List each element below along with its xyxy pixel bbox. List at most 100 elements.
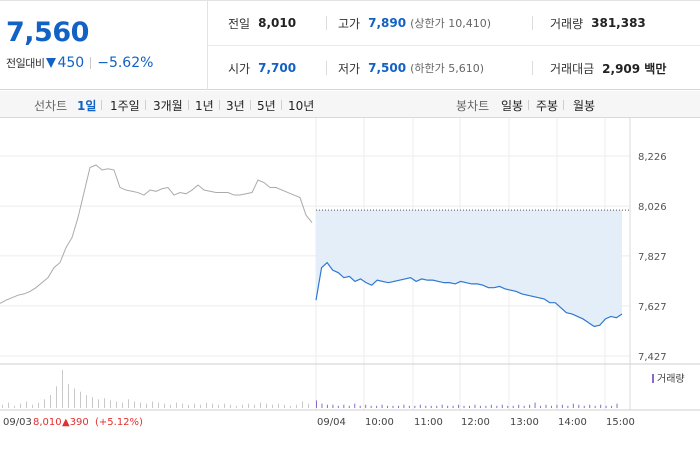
x-tick-label: 14:00 (558, 417, 587, 428)
volume-bar (441, 404, 443, 408)
down-triangle-icon (46, 58, 57, 68)
volume-bar (316, 400, 317, 408)
volume-bar (296, 404, 297, 408)
trade-value-value: 2,909 백만 (602, 61, 667, 76)
volume-bar (278, 403, 279, 408)
volume-bar (326, 404, 328, 408)
volume-bar (337, 405, 339, 408)
volume-bars (2, 370, 618, 408)
change-amount: 450 (57, 55, 85, 71)
volume-bar (381, 404, 383, 408)
volume-bar (128, 399, 129, 408)
volume-bar (140, 402, 141, 408)
volume-bar (74, 388, 75, 408)
y-axis-labels: 8,226 8,026 7,827 7,627 7,427 (638, 152, 667, 363)
volume-bar (463, 405, 465, 408)
volume-bar (248, 403, 249, 408)
open-value: 7,700 (258, 61, 297, 75)
divider (326, 16, 327, 30)
period-3m-button[interactable]: 3개월 (153, 99, 183, 113)
open-price: 시가 7,700 (228, 46, 296, 90)
x-axis-labels: 09/04 10:00 11:00 12:00 13:00 14:00 15:00 (317, 417, 635, 428)
divider (208, 45, 700, 46)
volume: 거래량 381,383 (550, 1, 646, 45)
volume-bar (308, 403, 309, 408)
today-area (316, 210, 622, 327)
volume-bar (370, 405, 372, 408)
period-3y-button[interactable]: 3년 (226, 99, 245, 113)
candle-daily-button[interactable]: 일봉 (501, 99, 524, 113)
high-price: 고가 7,890 (상한가 10,410) (338, 1, 491, 45)
volume-bar (447, 405, 449, 408)
volume-bar (550, 405, 552, 408)
volume-bar (507, 405, 509, 408)
volume-bar (512, 405, 514, 408)
period-1d-button[interactable]: 1일 (77, 99, 97, 113)
volume-bar (545, 404, 547, 408)
volume-bar (80, 391, 81, 408)
volume-bar (479, 405, 481, 408)
volume-bar (518, 404, 520, 408)
divider (219, 100, 220, 110)
candle-weekly-button[interactable]: 주봉 (536, 99, 559, 113)
x-tick-label: 10:00 (365, 417, 394, 428)
volume-bar (376, 405, 378, 408)
today-fill (316, 210, 622, 327)
volume-bar (302, 401, 303, 408)
volume-bar (414, 405, 416, 408)
open-label: 시가 (228, 61, 251, 76)
volume-bar (534, 402, 536, 408)
volume-bar (359, 405, 361, 408)
candle-chart-label: 봉차트 (456, 99, 490, 113)
period-10y-button[interactable]: 10년 (288, 99, 315, 113)
divider (528, 100, 529, 110)
volume-bar (170, 404, 171, 408)
period-5y-button[interactable]: 5년 (257, 99, 276, 113)
volume-bar (176, 402, 177, 408)
volume-bar (485, 405, 487, 408)
volume-bar (589, 404, 591, 408)
y-tick-label: 7,427 (638, 352, 667, 363)
line-chart-label: 선차트 (34, 99, 68, 113)
volume-bar (419, 404, 421, 408)
candle-monthly-button[interactable]: 월봉 (573, 99, 596, 113)
upper-limit: (상한가 10,410) (410, 17, 491, 30)
volume-bar (332, 404, 334, 408)
volume-bar (62, 370, 63, 408)
volume-bar (540, 405, 542, 408)
divider (90, 57, 92, 69)
divider (250, 100, 251, 110)
x-tick-label: 15:00 (606, 417, 635, 428)
volume-value: 381,383 (591, 16, 646, 30)
volume-bar (236, 405, 237, 408)
divider (101, 100, 102, 110)
price-chart[interactable]: 8,226 8,026 7,827 7,627 7,427 거래량 09/04 10:00… (0, 118, 700, 450)
period-1w-button[interactable]: 1주일 (110, 99, 140, 113)
volume-bar (436, 405, 438, 408)
volume-bar (523, 405, 525, 408)
volume-bar (206, 402, 207, 408)
period-1y-button[interactable]: 1년 (195, 99, 214, 113)
volume-bar (567, 405, 569, 408)
volume-bar (200, 404, 201, 408)
volume-bar (8, 402, 9, 408)
volume-bar (152, 401, 153, 408)
volume-bar (408, 405, 410, 408)
volume-bar (572, 403, 574, 408)
y-tick-label: 7,827 (638, 252, 667, 263)
volume-bar (365, 404, 367, 408)
volume-legend-label: 거래량 (657, 373, 685, 385)
lower-limit: (하한가 5,610) (410, 62, 484, 75)
volume-bar (218, 404, 219, 408)
volume-bar (561, 404, 563, 408)
volume-bar (425, 405, 427, 408)
volume-bar (260, 402, 261, 408)
x-tick-label: 13:00 (510, 417, 539, 428)
volume-bar (616, 403, 618, 408)
volume-bar (605, 405, 607, 408)
trade-value: 거래대금 2,909 백만 (550, 46, 666, 90)
volume-bar (110, 400, 111, 408)
x-tick-label: 12:00 (461, 417, 490, 428)
divider (532, 61, 533, 75)
prev-day-rate: (+5.12%) (95, 417, 143, 428)
